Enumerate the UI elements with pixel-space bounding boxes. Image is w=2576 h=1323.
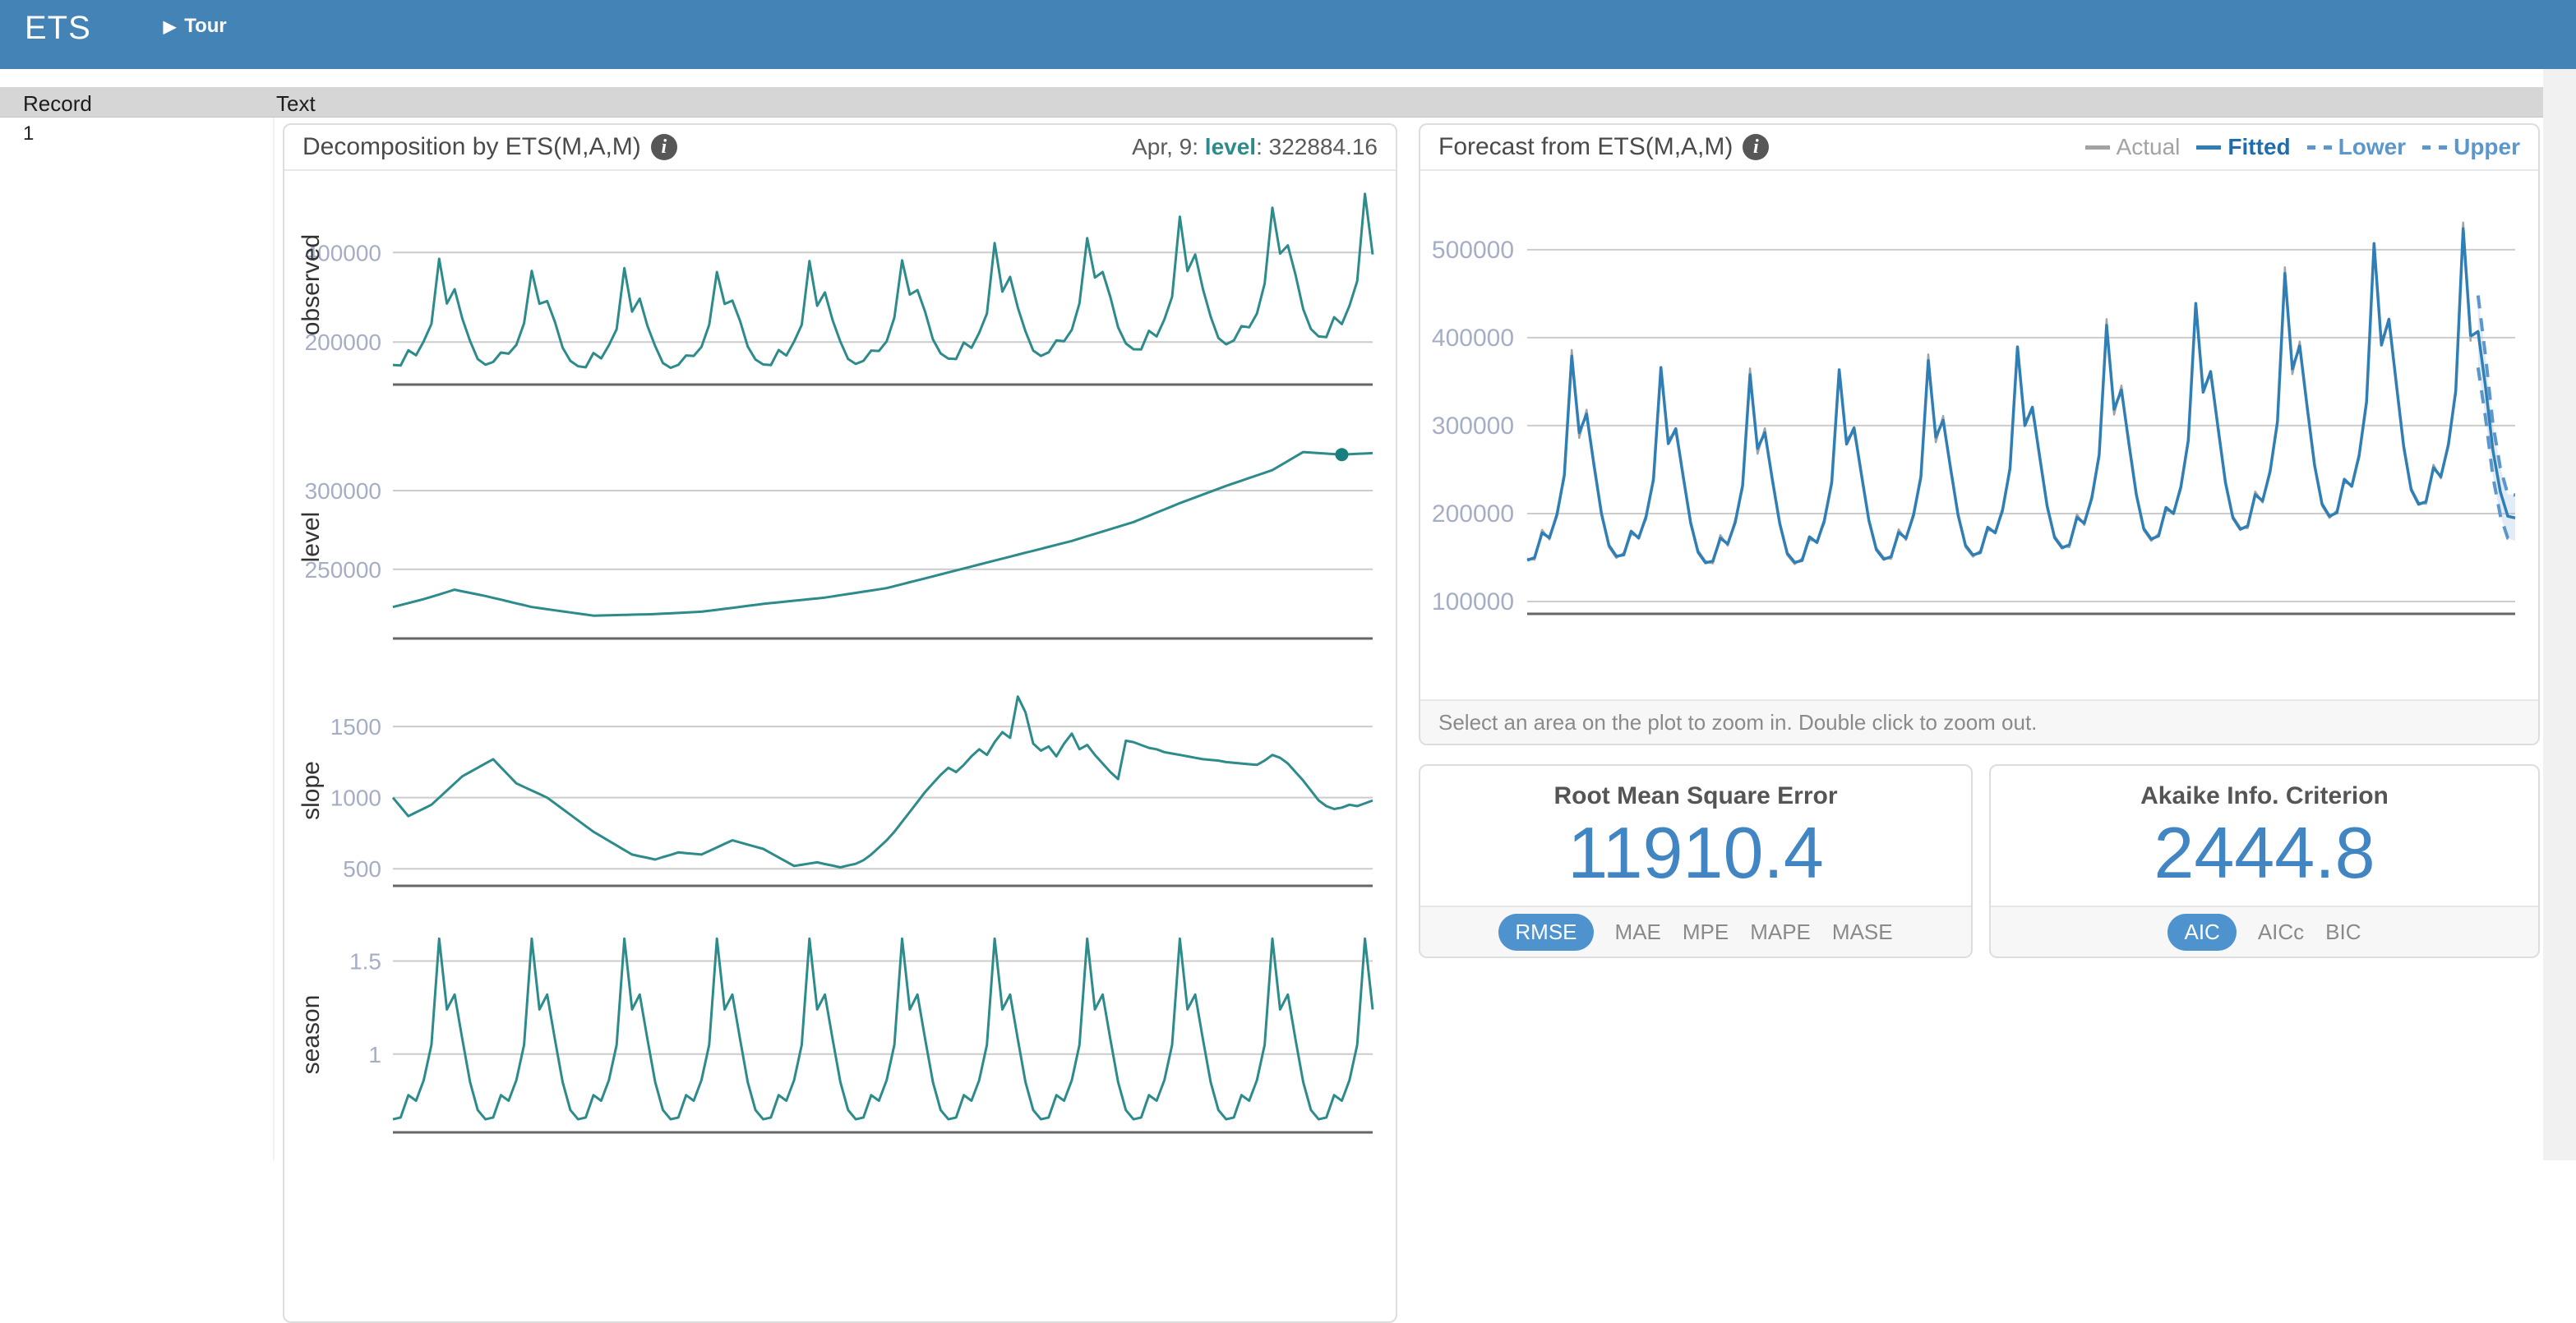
- svg-text:level: level: [298, 512, 325, 563]
- legend-item-lower: Lower: [2306, 134, 2407, 160]
- svg-text:season: season: [298, 995, 325, 1075]
- table-cell-divider: [273, 118, 275, 1160]
- svg-text:1: 1: [368, 1042, 381, 1067]
- hover-value: : 322884.16: [1256, 134, 1378, 159]
- decomposition-card-header: Decomposition by ETS(M,A,M) i Apr, 9: le…: [284, 125, 1396, 171]
- aic-value: 2444.8: [2154, 812, 2375, 893]
- svg-text:100000: 100000: [1432, 588, 1514, 615]
- svg-text:1.5: 1.5: [349, 948, 381, 974]
- record-table-header: Record Text: [0, 87, 2543, 118]
- aic-metric-switcher: AIC AICc BIC: [1991, 906, 2538, 957]
- tour-button-label: Tour: [184, 15, 227, 37]
- page-background-gutter: [2543, 69, 2576, 1160]
- metric-option-mase[interactable]: MASE: [1831, 919, 1893, 944]
- svg-text:slope: slope: [298, 761, 325, 820]
- metric-option-aicc[interactable]: AICc: [2257, 919, 2305, 944]
- tour-button[interactable]: ▶ Tour: [164, 15, 227, 38]
- metric-option-bic[interactable]: BIC: [2325, 919, 2361, 944]
- app-brand: ETS: [25, 10, 91, 46]
- decomposition-plot[interactable]: 400000200000observed300000250000level150…: [284, 171, 1396, 1206]
- rmse-metric-switcher: RMSE MAE MPE MAPE MASE: [1420, 906, 1971, 957]
- play-icon: ▶: [163, 17, 177, 36]
- svg-text:400000: 400000: [1432, 325, 1514, 352]
- dashed-line-icon: [2422, 145, 2448, 150]
- navbar: ETS ▶ Tour: [0, 0, 2576, 69]
- record-row-1[interactable]: 1: [23, 122, 35, 145]
- forecast-title: Forecast from ETS(M,A,M): [1438, 133, 1733, 160]
- svg-text:1000: 1000: [330, 786, 381, 811]
- dashed-line-icon: [2306, 145, 2332, 150]
- legend-label-fitted: Fitted: [2227, 134, 2291, 159]
- metric-option-aic[interactable]: AIC: [2167, 913, 2237, 951]
- decomposition-card: Decomposition by ETS(M,A,M) i Apr, 9: le…: [283, 123, 1397, 1323]
- svg-text:300000: 300000: [1432, 413, 1514, 440]
- svg-text:1500: 1500: [330, 714, 381, 740]
- svg-text:400000: 400000: [305, 240, 381, 265]
- forecast-legend: Actual Fitted Lower Upper: [2084, 134, 2520, 160]
- column-header-text: Text: [276, 91, 316, 116]
- legend-item-fitted: Fitted: [2196, 134, 2291, 160]
- zoom-hint: Select an area on the plot to zoom in. D…: [1420, 699, 2538, 744]
- svg-text:500000: 500000: [1432, 237, 1514, 264]
- legend-item-upper: Upper: [2422, 134, 2520, 160]
- forecast-card: Forecast from ETS(M,A,M) i Actual Fitted…: [1419, 123, 2540, 745]
- hover-series-name: level: [1204, 134, 1257, 159]
- info-icon[interactable]: i: [1743, 134, 1770, 160]
- forecast-card-header: Forecast from ETS(M,A,M) i Actual Fitted…: [1420, 125, 2538, 171]
- info-icon[interactable]: i: [650, 134, 677, 160]
- decomposition-title: Decomposition by ETS(M,A,M): [302, 133, 641, 160]
- hover-date: Apr, 9:: [1132, 134, 1205, 159]
- metric-option-mape[interactable]: MAPE: [1750, 919, 1811, 944]
- aic-metric-card: Akaike Info. Criterion 2444.8 AIC AICc B…: [1989, 764, 2540, 958]
- solid-line-icon: [2084, 145, 2110, 150]
- svg-text:200000: 200000: [305, 330, 381, 355]
- rmse-metric-card: Root Mean Square Error 11910.4 RMSE MAE …: [1419, 764, 1973, 958]
- column-header-record: Record: [23, 91, 92, 116]
- metric-option-mae[interactable]: MAE: [1614, 919, 1661, 944]
- legend-label-upper: Upper: [2454, 134, 2520, 159]
- legend-label-lower: Lower: [2338, 134, 2407, 159]
- svg-text:500: 500: [343, 856, 381, 882]
- solid-line-icon: [2196, 145, 2222, 150]
- svg-text:observed: observed: [298, 234, 325, 335]
- svg-text:300000: 300000: [305, 478, 381, 504]
- svg-text:200000: 200000: [1432, 500, 1514, 528]
- forecast-plot[interactable]: 500000 400000 300000 200000 100000: [1420, 171, 2538, 701]
- rmse-title: Root Mean Square Error: [1553, 782, 1838, 809]
- hover-readout: Apr, 9: level: 322884.16: [1132, 134, 1378, 160]
- legend-item-actual: Actual: [2084, 134, 2181, 160]
- aic-title: Akaike Info. Criterion: [2140, 782, 2389, 809]
- metric-option-mpe[interactable]: MPE: [1682, 919, 1729, 944]
- metric-option-rmse[interactable]: RMSE: [1498, 913, 1594, 951]
- legend-label-actual: Actual: [2116, 134, 2181, 159]
- rmse-value: 11910.4: [1567, 812, 1824, 893]
- svg-text:250000: 250000: [305, 557, 381, 583]
